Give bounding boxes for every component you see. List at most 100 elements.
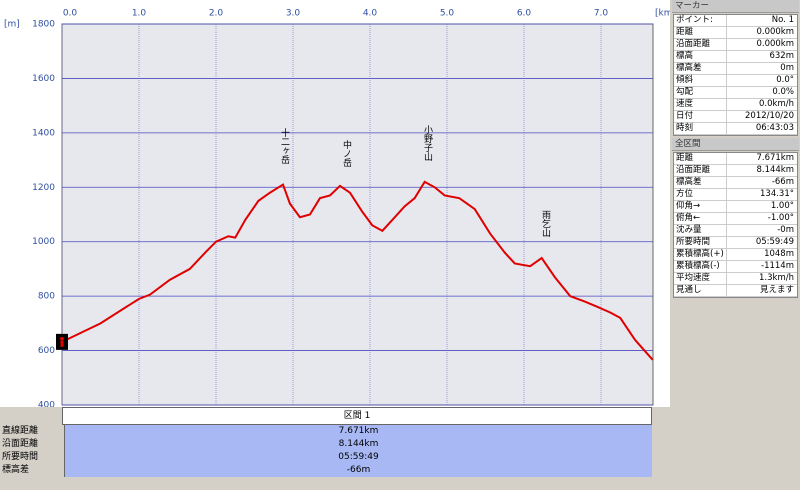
info-label: 標高差 <box>674 63 727 74</box>
info-row: 仰角→ 1.00° <box>674 201 797 213</box>
info-label: 仰角→ <box>674 201 727 212</box>
info-value: -1.00° <box>767 213 794 223</box>
peak-label: 十二ヶ岳 <box>279 127 290 165</box>
info-value: 見えます <box>759 285 794 295</box>
marker-figure <box>60 340 64 347</box>
info-value: 0.0km/h <box>759 99 794 109</box>
info-value: 632m <box>769 51 794 61</box>
info-value: 1.3km/h <box>759 273 794 283</box>
info-value: 0.000km <box>756 39 794 49</box>
info-label: 所要時間 <box>674 237 727 248</box>
info-row: 標高差 -66m <box>674 177 797 189</box>
y-tick-label: 1800 <box>32 20 55 30</box>
segment-value: 05:59:49 <box>64 451 652 464</box>
info-table: 距離 7.671km 沿面距離 8.144km 標高差 -66m 方位 134.31° 仰角→ 1… <box>673 152 798 298</box>
info-row: 日付 2012/10/20 <box>674 111 797 123</box>
x-tick-label: 1.0 <box>132 9 147 19</box>
segment-row: 標高差 -66m <box>0 464 652 477</box>
info-row: 沈み量 -0m <box>674 225 797 237</box>
segment-title: 区間 1 <box>62 407 652 425</box>
segment-row: 沿面距離 8.144km <box>0 438 652 451</box>
elevation-line <box>61 180 654 361</box>
info-value: -66m <box>771 177 794 187</box>
info-label: 傾斜 <box>674 75 727 86</box>
info-label: 累積標高(+) <box>674 249 727 260</box>
info-value: 1048m <box>764 249 794 259</box>
y-tick-label: 1400 <box>32 128 55 138</box>
info-label: 日付 <box>674 111 727 122</box>
info-row: 所要時間 05:59:49 <box>674 237 797 249</box>
segment-label: 沿面距離 <box>2 439 39 449</box>
info-row: 沿面距離 0.000km <box>674 39 797 51</box>
y-tick-label: 1000 <box>32 237 55 247</box>
info-value: 8.144km <box>756 165 794 175</box>
info-label: 見通し <box>674 285 727 296</box>
info-value: 0.000km <box>756 27 794 37</box>
info-row: 距離 0.000km <box>674 27 797 39</box>
info-label: 距離 <box>674 27 727 38</box>
y-tick-label: 800 <box>38 292 55 302</box>
info-label: 沿面距離 <box>674 165 727 176</box>
info-label: 時刻 <box>674 123 727 134</box>
segment-label: 所要時間 <box>2 452 39 462</box>
x-tick-label: 7.0 <box>594 9 609 19</box>
peak-label: 中ノ岳 <box>341 139 352 168</box>
segment-panel: 区間 1 直線距離 7.671km 沿面距離 8.144km 所要時間 05:59:49 標高… <box>0 407 652 477</box>
info-value: 1.00° <box>770 201 794 211</box>
info-row: 累積標高(-) -1114m <box>674 261 797 273</box>
peak-label: 小野子山 <box>422 125 433 161</box>
info-label: 沿面距離 <box>674 39 727 50</box>
segment-value: -66m <box>64 464 652 477</box>
info-value: 0.0° <box>776 75 794 85</box>
segment-value: 8.144km <box>64 438 652 451</box>
info-row: 勾配 0.0% <box>674 87 797 99</box>
info-value: No. 1 <box>771 15 794 25</box>
info-value: 05:59:49 <box>755 237 794 247</box>
info-value: 06:43:03 <box>755 123 794 133</box>
info-label: 平均速度 <box>674 273 727 284</box>
info-row: 標高 632m <box>674 51 797 63</box>
section-header: マーカー <box>672 0 799 13</box>
x-tick-label: 2.0 <box>209 9 224 19</box>
x-tick-label: 4.0 <box>363 9 378 19</box>
x-unit: [km] <box>655 9 670 19</box>
y-tick-label: 400 <box>38 401 55 408</box>
info-row: 見通し 見えます <box>674 285 797 297</box>
y-tick-label: 1600 <box>32 74 55 84</box>
info-label: 方位 <box>674 189 727 200</box>
marker-figure <box>60 336 64 341</box>
info-label: 俯角← <box>674 213 727 224</box>
y-unit: [m] <box>4 20 20 30</box>
info-value: 0.0% <box>772 87 794 97</box>
info-row: 平均速度 1.3km/h <box>674 273 797 285</box>
x-tick-label: 6.0 <box>517 9 532 19</box>
info-row: 標高差 0m <box>674 63 797 75</box>
info-label: 標高差 <box>674 177 727 188</box>
info-label: 沈み量 <box>674 225 727 236</box>
y-tick-label: 1200 <box>32 183 55 193</box>
section-header: 全区間 <box>672 138 799 151</box>
profile-chart: [m] [km] 400 600 800 1000 1200 1400 1600 1800 0.… <box>0 0 670 407</box>
info-row: 俯角← -1.00° <box>674 213 797 225</box>
info-table: ポイント: No. 1 距離 0.000km 沿面距離 0.000km 標高 632m 標高差 0… <box>673 14 798 136</box>
x-tick-label: 5.0 <box>440 9 455 19</box>
info-value: 2012/10/20 <box>745 111 794 121</box>
info-row: 方位 134.31° <box>674 189 797 201</box>
info-label: 距離 <box>674 153 727 164</box>
info-value: -1114m <box>761 261 794 271</box>
info-value: 0m <box>780 63 794 73</box>
info-row: 速度 0.0km/h <box>674 99 797 111</box>
info-label: 速度 <box>674 99 727 110</box>
segment-row: 所要時間 05:59:49 <box>0 451 652 464</box>
info-label: 勾配 <box>674 87 727 98</box>
x-tick-label: 3.0 <box>286 9 301 19</box>
segment-value: 7.671km <box>64 425 652 438</box>
info-row: 沿面距離 8.144km <box>674 165 797 177</box>
segment-label: 直線距離 <box>2 426 39 436</box>
peak-label: 雨乞山 <box>540 210 551 237</box>
x-tick-label: 0.0 <box>63 9 78 19</box>
info-value: 7.671km <box>756 153 794 163</box>
info-panel: マーカー ポイント: No. 1 距離 0.000km 沿面距離 0.000km 標高 632m… <box>672 0 799 300</box>
segment-row: 直線距離 7.671km <box>0 425 652 438</box>
